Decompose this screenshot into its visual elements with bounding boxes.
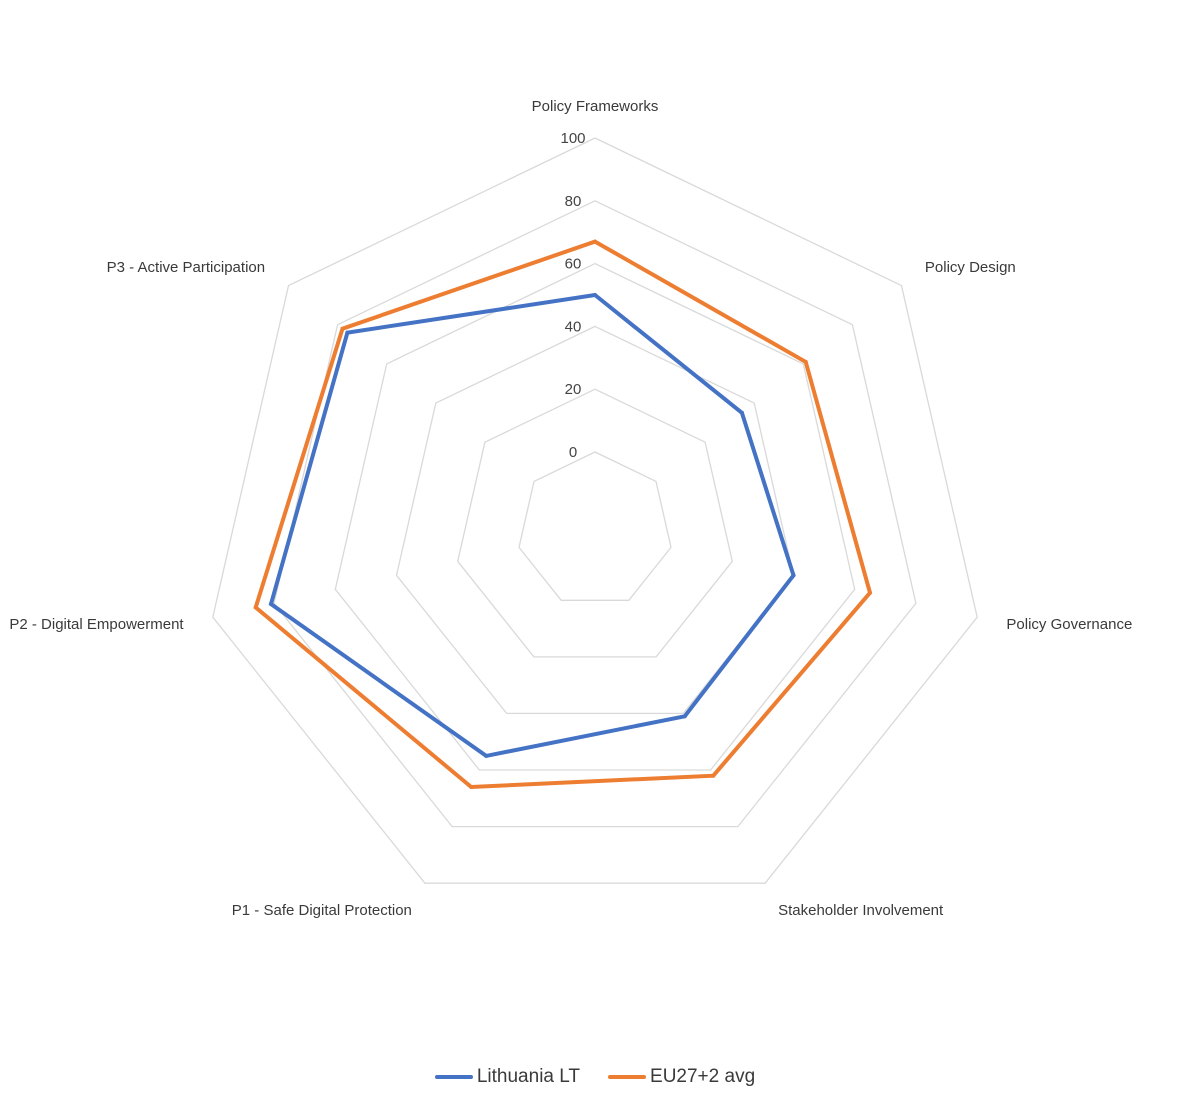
legend-swatch-lithuania <box>434 1075 473 1079</box>
point-eu27-2-avg-policy-design <box>803 359 808 364</box>
series-eu27-2-avg <box>253 239 873 790</box>
axis-label-stakeholder-involvement: Stakeholder Involvement <box>778 902 944 919</box>
legend-label-lithuania: Lithuania LT <box>476 1066 581 1087</box>
axis-label-policy-design: Policy Design <box>925 259 1016 276</box>
tick-label-60: 60 <box>565 256 582 273</box>
tick-labels: 0 20 40 60 80 100 <box>560 130 585 461</box>
point-eu27-2-avg-p3-active-participation <box>340 326 345 331</box>
point-lithuania-lt-p1-safe-digital-protection <box>484 753 489 758</box>
grid-ring-40 <box>395 325 795 715</box>
point-lithuania-lt-policy-design <box>739 410 744 415</box>
tick-label-0: 0 <box>569 444 577 461</box>
legend-swatch-eu-avg <box>608 1075 647 1079</box>
point-lithuania-lt-policy-frameworks <box>593 293 597 297</box>
tick-label-40: 40 <box>565 318 582 335</box>
point-eu27-2-avg-p2-digital-empowerment <box>253 605 258 610</box>
legend-label-eu-avg: EU27+2 avg <box>650 1066 756 1087</box>
grid-ring-20 <box>456 388 734 658</box>
axis-labels: Policy Frameworks Policy Design Policy Gov… <box>9 98 1132 919</box>
legend-item-eu-avg[interactable]: EU27+2 avg <box>608 1066 755 1088</box>
legend-item-lithuania[interactable]: Lithuania LT <box>434 1066 581 1088</box>
series-lithuania-lt <box>268 292 796 759</box>
axis-label-p2-digital-empowerment: P2 - Digital Empowerment <box>9 616 184 633</box>
tick-label-20: 20 <box>565 381 582 398</box>
axis-label-policy-frameworks: Policy Frameworks <box>532 98 659 115</box>
point-eu27-2-avg-p1-safe-digital-protection <box>469 785 474 789</box>
axis-label-p1-safe-digital-protection: P1 - Safe Digital Protection <box>232 902 412 919</box>
grid <box>212 137 978 884</box>
grid-ring-60 <box>334 262 856 771</box>
tick-label-100: 100 <box>560 130 585 147</box>
point-eu27-2-avg-stakeholder-involvement <box>711 773 716 778</box>
series-layer <box>253 239 873 790</box>
point-lithuania-lt-p3-active-participation <box>345 330 350 335</box>
point-lithuania-lt-stakeholder-involvement <box>682 714 687 719</box>
point-eu27-2-avg-policy-governance <box>868 590 872 595</box>
point-lithuania-lt-p2-digital-empowerment <box>269 602 273 606</box>
point-eu27-2-avg-policy-frameworks <box>593 239 597 244</box>
tick-label-80: 80 <box>565 193 582 210</box>
axis-label-policy-governance: Policy Governance <box>1006 616 1132 633</box>
point-lithuania-lt-policy-governance <box>791 573 796 578</box>
axis-label-p3-active-participation: P3 - Active Participation <box>107 259 265 276</box>
grid-ring-0 <box>518 451 672 601</box>
legend: Lithuania LT EU27+2 avg <box>0 1062 1190 1092</box>
grid-ring-80 <box>273 200 917 828</box>
grid-ring-100 <box>212 137 978 884</box>
